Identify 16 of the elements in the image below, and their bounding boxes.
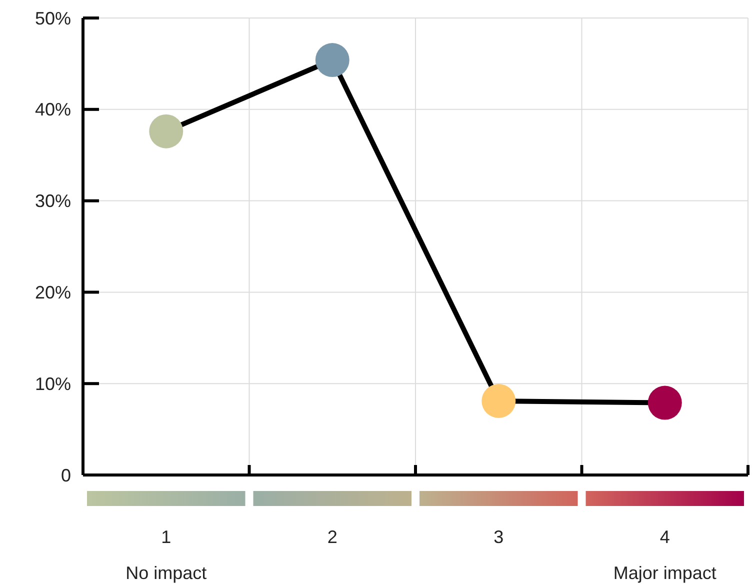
- y-tick-label: 40%: [34, 100, 71, 120]
- point: [149, 114, 184, 148]
- x-tick-label: 4: [660, 527, 670, 547]
- x-tick-label: 2: [327, 527, 338, 547]
- text: Major impact: [613, 563, 716, 583]
- y-tick-label: 50%: [34, 8, 71, 28]
- point: [648, 386, 682, 420]
- x-tick-label: 1: [161, 527, 172, 547]
- y-tick-label: 30%: [34, 191, 71, 212]
- point: [482, 384, 516, 418]
- y-tick-label: 0: [60, 465, 71, 486]
- y-tick-label: 10%: [34, 374, 71, 394]
- point: [315, 43, 350, 78]
- x-tick-label: 3: [494, 527, 504, 547]
- text: No impact: [126, 563, 207, 583]
- y-tick-label: 20%: [34, 282, 71, 302]
